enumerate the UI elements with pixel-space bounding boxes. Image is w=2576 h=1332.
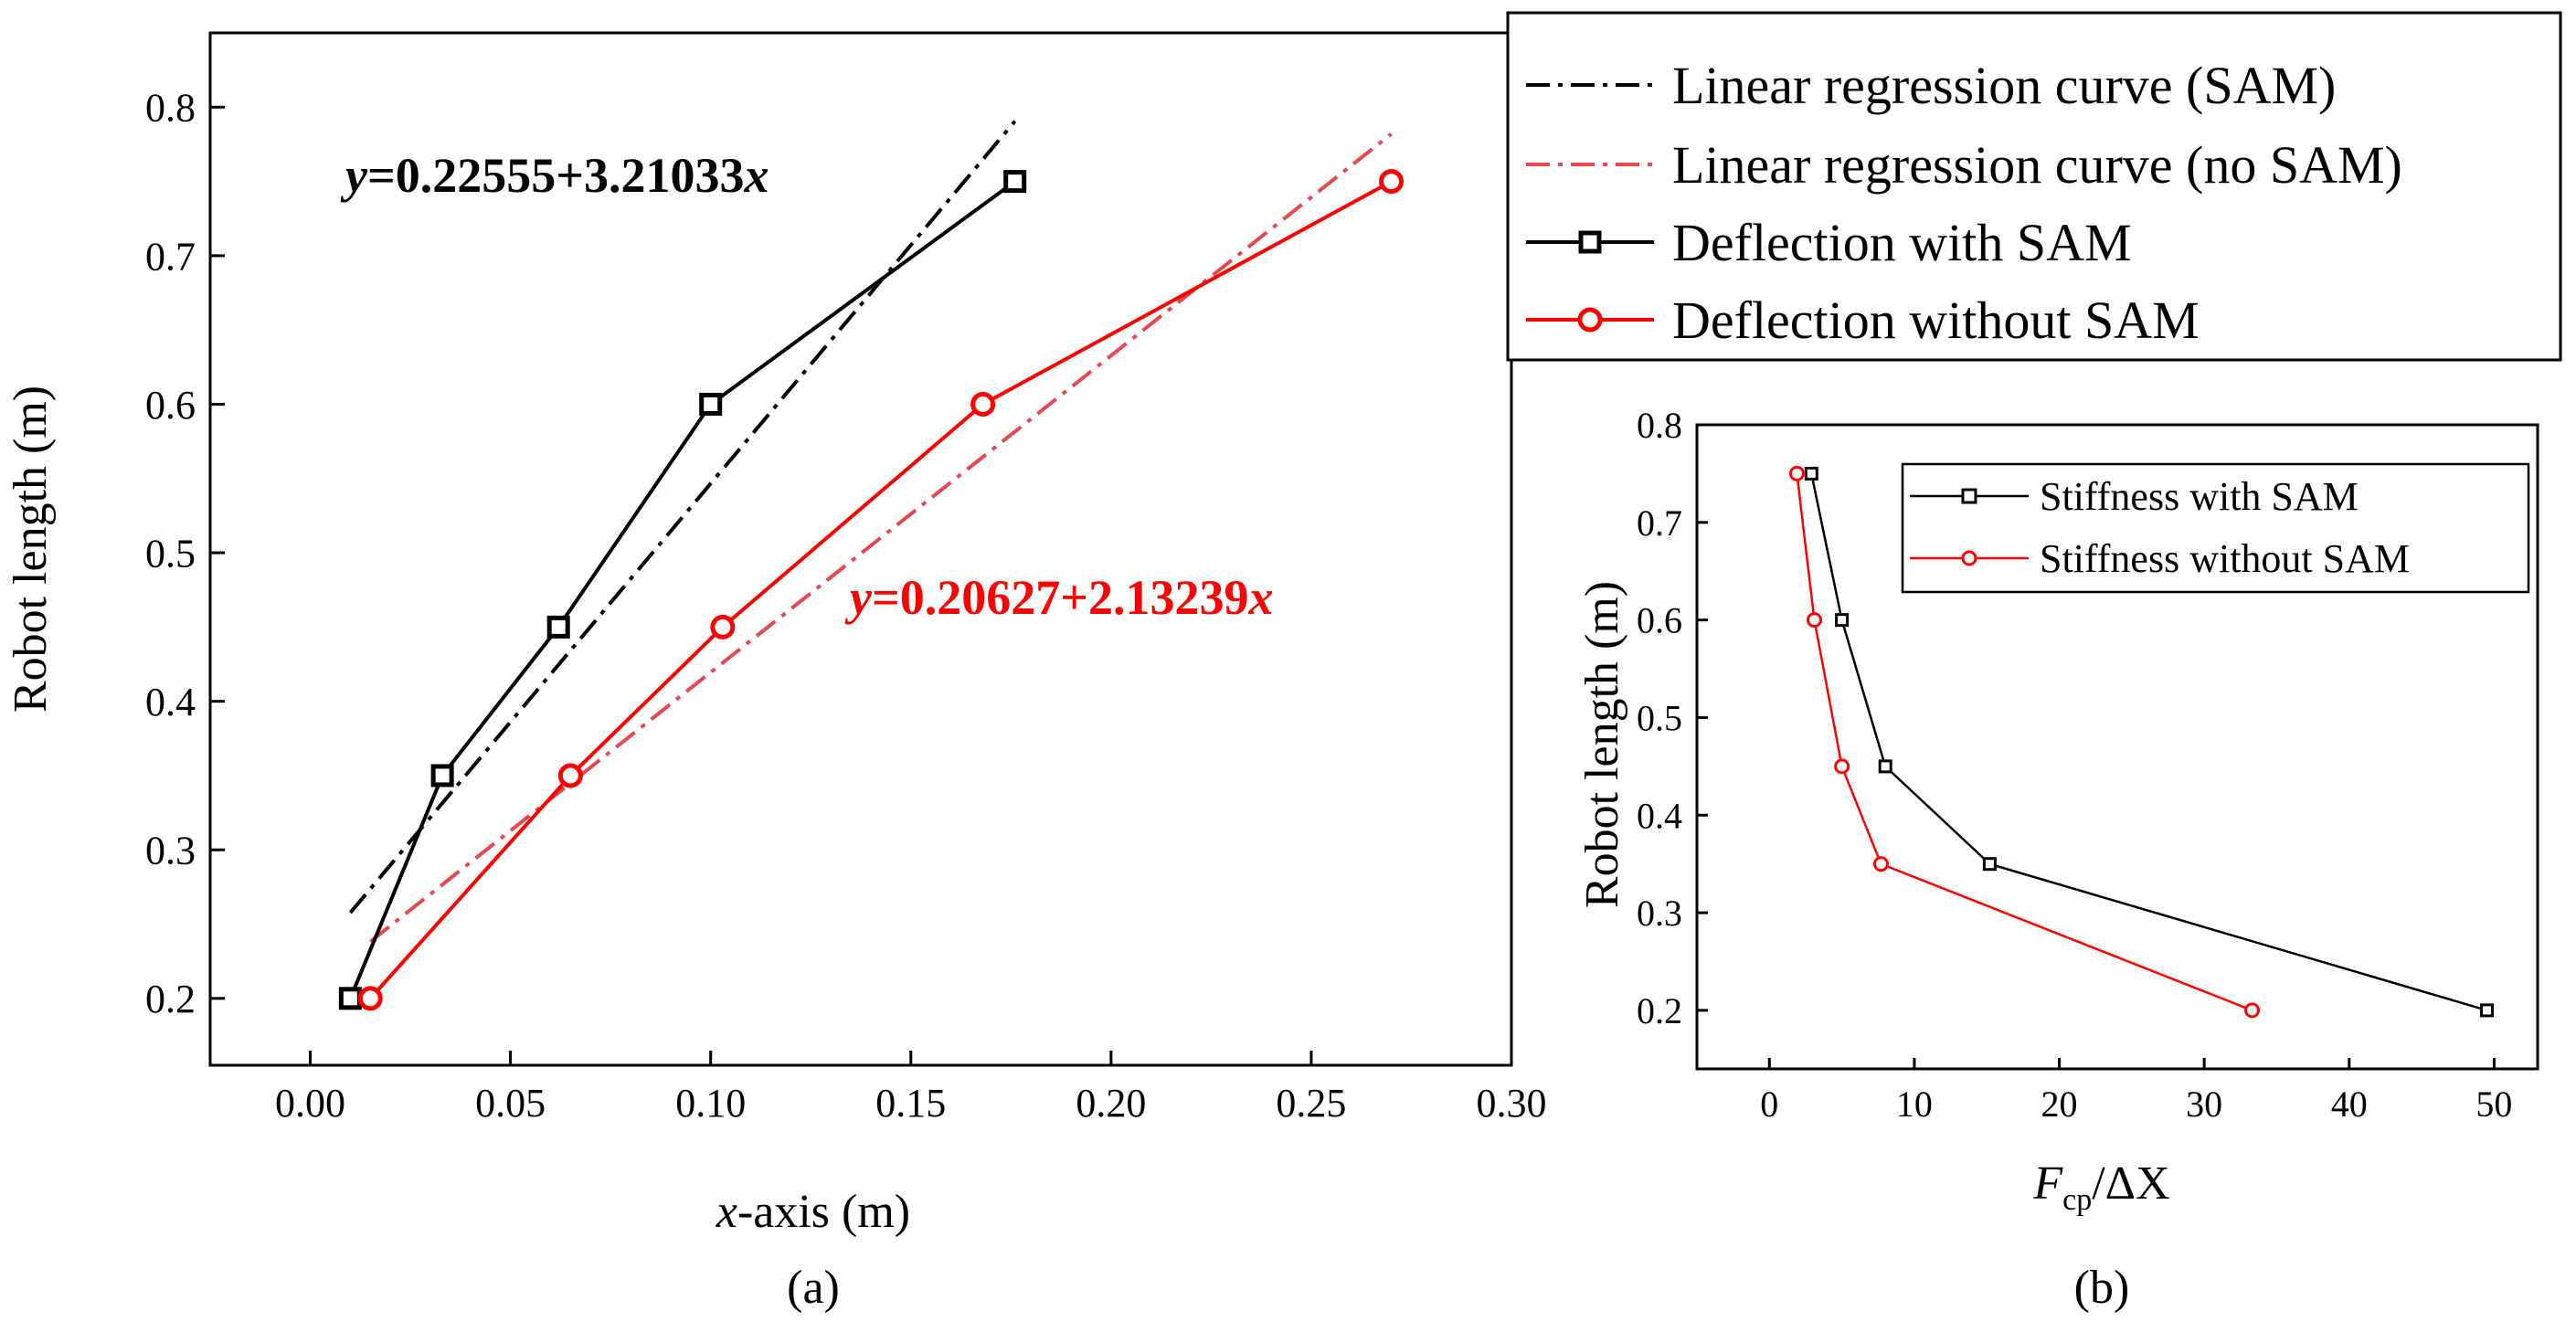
data-point-square — [546, 615, 570, 639]
legend-a-box — [1506, 11, 2562, 362]
legend-a-text-fit-sam: Linear regression curve (SAM) — [1672, 56, 2336, 115]
x-tick-label: 0.15 — [875, 1081, 946, 1126]
x-tick-label: 50 — [2475, 1084, 2512, 1125]
y-tick-label: 0.4 — [1637, 795, 1682, 836]
panel-label-b: (b) — [2074, 1262, 2130, 1314]
panel-b: 0 10 20 30 40 50 0.2 0.3 0.4 0.5 0.6 0.7 0.8 Robot l… — [1576, 405, 2539, 1314]
data-point-square — [430, 764, 454, 788]
y-tick-label: 0.2 — [1637, 990, 1682, 1031]
x-axis-label-a-rest: -axis (m) — [737, 1186, 910, 1238]
legend-b-box — [1901, 462, 2530, 594]
data-point-circle — [1872, 856, 1889, 872]
data-point-circle — [1788, 465, 1805, 481]
x-tick-label: 0.20 — [1076, 1081, 1146, 1126]
y-tick-label: 0.8 — [1637, 405, 1682, 446]
data-point-square — [338, 987, 362, 1010]
regression-equation-sam: y=0.22555+3.21033x — [340, 148, 769, 203]
legend-b-text-no-sam: Stiffness without SAM — [2040, 536, 2410, 581]
legend-a-square-marker — [1578, 230, 1602, 254]
x-tick-label: 10 — [1896, 1084, 1933, 1125]
x-tick-label: 0.00 — [275, 1081, 345, 1126]
panel-label-a: (a) — [787, 1262, 840, 1314]
ticks-b: 0 10 20 30 40 50 0.2 0.3 0.4 0.5 0.6 0.7 0.8 — [1637, 405, 2512, 1125]
data-point-square — [1835, 613, 1850, 628]
data-point-circle — [1379, 169, 1405, 195]
data-point-circle — [557, 763, 583, 788]
ticks-a: 0.00 0.05 0.10 0.15 0.20 0.25 0.30 0.2 0.3 0.4 0.5… — [145, 86, 1547, 1126]
fit-lines-a — [348, 120, 1393, 944]
x-tick-label: 0.05 — [475, 1081, 546, 1126]
legend-a-text-fit-no-sam: Linear regression curve (no SAM) — [1672, 135, 2402, 195]
y-tick-label: 0.2 — [145, 977, 196, 1021]
legend-a-circle-marker — [1577, 307, 1603, 333]
legend-b-square-marker — [1961, 488, 1977, 504]
y-tick-label: 0.7 — [1637, 502, 1682, 544]
x-tick-label: 0.10 — [675, 1081, 746, 1126]
y-tick-label: 0.3 — [1637, 893, 1682, 934]
x-tick-label: 40 — [2331, 1084, 2368, 1125]
x-tick-label: 0.25 — [1276, 1081, 1346, 1126]
data-point-circle — [2244, 1002, 2261, 1019]
regression-equation-no-sam: y=0.20627+2.13239x — [844, 570, 1274, 625]
y-axis-label-b: Robot length (m) — [1576, 581, 1628, 908]
legend-b-circle-marker — [1961, 550, 1977, 566]
x-axis-label-b: Fcp/ΔX — [2032, 1158, 2169, 1217]
data-point-circle — [1806, 612, 1822, 629]
data-point-square — [1982, 857, 1997, 872]
x-tick-label: 20 — [2041, 1084, 2078, 1125]
y-tick-label: 0.5 — [1637, 697, 1682, 738]
x-axis-label-a: x-axis (m) — [716, 1186, 910, 1238]
panel-a: 0.00 0.05 0.10 0.15 0.20 0.25 0.30 0.2 0.3 0.4 0.5… — [5, 31, 1547, 1314]
y-axis-label-a: Robot length (m) — [5, 386, 57, 713]
y-tick-label: 0.7 — [145, 234, 196, 279]
y-tick-label: 0.6 — [1637, 600, 1682, 641]
x-axis-label-a-var: x — [716, 1186, 737, 1238]
x-tick-label: 0.30 — [1477, 1081, 1547, 1126]
legend-b: Stiffness with SAM Stiffness without SAM — [1901, 462, 2530, 594]
y-tick-label: 0.3 — [145, 829, 196, 873]
data-point-square — [1878, 759, 1892, 774]
data-point-circle — [1834, 758, 1850, 775]
data-point-circle — [710, 614, 736, 640]
data-point-circle — [970, 391, 996, 417]
fit-line-sam — [348, 120, 1017, 914]
data-point-circle — [357, 986, 383, 1011]
y-tick-label: 0.6 — [145, 383, 196, 428]
series-b — [1788, 465, 2494, 1019]
data-point-square — [1003, 170, 1027, 194]
plot-frame-a — [208, 31, 1513, 1067]
x-tick-label: 0 — [1760, 1084, 1778, 1125]
data-point-square — [699, 392, 723, 416]
y-tick-label: 0.8 — [145, 86, 196, 131]
legend-b-text-sam: Stiffness with SAM — [2040, 474, 2359, 519]
x-tick-label: 30 — [2186, 1084, 2222, 1125]
fit-line-no-sam — [369, 132, 1393, 944]
legend-a-text-deflection-sam: Deflection with SAM — [1672, 213, 2132, 272]
legend-a: Linear regression curve (SAM) Linear reg… — [1506, 11, 2562, 362]
series-a — [338, 169, 1405, 1011]
y-tick-label: 0.4 — [145, 680, 196, 724]
data-point-square — [2479, 1003, 2494, 1018]
plot-frame-b — [1695, 423, 2539, 1071]
legend-a-text-deflection-no-sam: Deflection without SAM — [1672, 291, 2200, 350]
y-tick-label: 0.5 — [145, 531, 196, 576]
data-point-square — [1804, 466, 1818, 481]
